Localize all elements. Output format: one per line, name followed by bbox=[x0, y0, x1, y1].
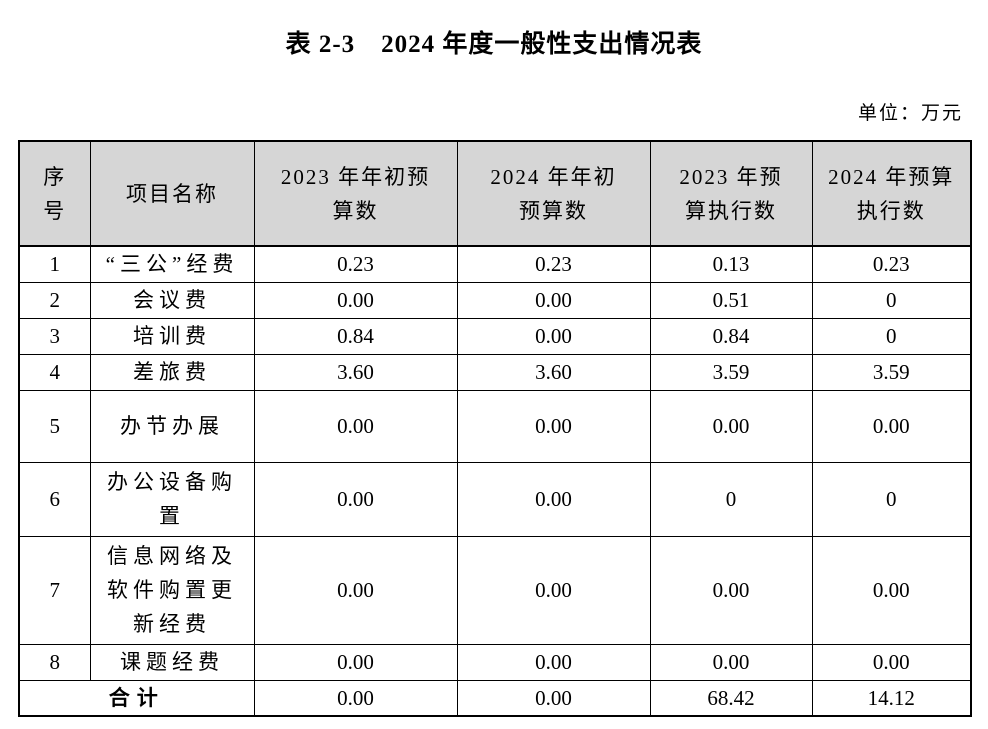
row-value: 0 bbox=[811, 317, 972, 355]
row-value: 0.00 bbox=[456, 461, 651, 537]
row-value: 0.84 bbox=[253, 317, 458, 355]
col-header-item-name: 项目名称 bbox=[89, 140, 255, 247]
row-value: 0.00 bbox=[811, 643, 972, 681]
total-label: 合计 bbox=[18, 679, 255, 717]
row-value: 0.00 bbox=[253, 643, 458, 681]
row-item-name: 办公设备购 置 bbox=[89, 461, 255, 537]
row-serial-no: 3 bbox=[18, 317, 91, 355]
row-value: 0.23 bbox=[811, 245, 972, 283]
table-row: 2 会议费 0.00 0.00 0.51 0 bbox=[18, 281, 972, 319]
row-item-name: 差旅费 bbox=[89, 353, 255, 391]
row-value: 0.23 bbox=[456, 245, 651, 283]
row-value: 0.00 bbox=[811, 535, 972, 645]
row-serial-no: 7 bbox=[18, 535, 91, 645]
table-row: 1 “三公”经费 0.23 0.23 0.13 0.23 bbox=[18, 245, 972, 283]
table-row: 5 办节办展 0.00 0.00 0.00 0.00 bbox=[18, 389, 972, 463]
row-item-name: 办节办展 bbox=[89, 389, 255, 463]
total-row: 合计 0.00 0.00 68.42 14.12 bbox=[18, 679, 972, 717]
row-value: 0.00 bbox=[811, 389, 972, 463]
row-serial-no: 6 bbox=[18, 461, 91, 537]
row-value: 0 bbox=[811, 281, 972, 319]
table-row: 6 办公设备购 置 0.00 0.00 0 0 bbox=[18, 461, 972, 537]
row-value: 3.59 bbox=[811, 353, 972, 391]
row-value: 0.00 bbox=[253, 281, 458, 319]
total-value: 14.12 bbox=[811, 679, 972, 717]
row-value: 0.00 bbox=[253, 535, 458, 645]
table-row: 4 差旅费 3.60 3.60 3.59 3.59 bbox=[18, 353, 972, 391]
row-value: 0.00 bbox=[456, 281, 651, 319]
table-row: 8 课题经费 0.00 0.00 0.00 0.00 bbox=[18, 643, 972, 681]
row-value: 0.00 bbox=[649, 389, 813, 463]
total-value: 0.00 bbox=[456, 679, 651, 717]
col-header-2024-budget-execution: 2024 年预算 执行数 bbox=[811, 140, 972, 247]
table-row: 3 培训费 0.84 0.00 0.84 0 bbox=[18, 317, 972, 355]
table-title: 表 2-3 2024 年度一般性支出情况表 bbox=[285, 31, 703, 58]
row-item-name: 课题经费 bbox=[89, 643, 255, 681]
row-value: 0.51 bbox=[649, 281, 813, 319]
row-value: 0.00 bbox=[456, 317, 651, 355]
total-value: 0.00 bbox=[253, 679, 458, 717]
row-value: 0.00 bbox=[456, 389, 651, 463]
row-value: 0.23 bbox=[253, 245, 458, 283]
row-value: 0.00 bbox=[456, 643, 651, 681]
general-expenditure-table: 序 号 项目名称 2023 年年初预 算数 2024 年年初 预算数 2023 … bbox=[18, 140, 972, 717]
row-value: 3.60 bbox=[456, 353, 651, 391]
col-header-serial-no: 序 号 bbox=[18, 140, 91, 247]
row-item-name: 会议费 bbox=[89, 281, 255, 319]
row-serial-no: 1 bbox=[18, 245, 91, 283]
row-value: 0.00 bbox=[649, 535, 813, 645]
document-page: 表 2-3 2024 年度一般性支出情况表 单位：万元 序 号 项目名称 202… bbox=[0, 28, 988, 729]
unit-label: 单位：万元 bbox=[857, 103, 963, 124]
row-item-name: 信息网络及 软件购置更 新经费 bbox=[89, 535, 255, 645]
row-value: 3.60 bbox=[253, 353, 458, 391]
row-serial-no: 4 bbox=[18, 353, 91, 391]
row-value: 0.00 bbox=[649, 643, 813, 681]
row-value: 0.13 bbox=[649, 245, 813, 283]
table-row: 7 信息网络及 软件购置更 新经费 0.00 0.00 0.00 0.00 bbox=[18, 535, 972, 645]
col-header-2024-initial-budget: 2024 年年初 预算数 bbox=[456, 140, 651, 247]
header-row: 序 号 项目名称 2023 年年初预 算数 2024 年年初 预算数 2023 … bbox=[18, 140, 972, 247]
col-header-2023-initial-budget: 2023 年年初预 算数 bbox=[253, 140, 458, 247]
row-value: 0.00 bbox=[253, 461, 458, 537]
row-value: 0.84 bbox=[649, 317, 813, 355]
col-header-2023-budget-execution: 2023 年预 算执行数 bbox=[649, 140, 813, 247]
row-value: 0.00 bbox=[253, 389, 458, 463]
row-serial-no: 2 bbox=[18, 281, 91, 319]
row-value: 0 bbox=[811, 461, 972, 537]
row-value: 3.59 bbox=[649, 353, 813, 391]
row-serial-no: 8 bbox=[18, 643, 91, 681]
row-serial-no: 5 bbox=[18, 389, 91, 463]
total-value: 68.42 bbox=[649, 679, 813, 717]
row-value: 0 bbox=[649, 461, 813, 537]
row-item-name: “三公”经费 bbox=[89, 245, 255, 283]
row-item-name: 培训费 bbox=[89, 317, 255, 355]
row-value: 0.00 bbox=[456, 535, 651, 645]
